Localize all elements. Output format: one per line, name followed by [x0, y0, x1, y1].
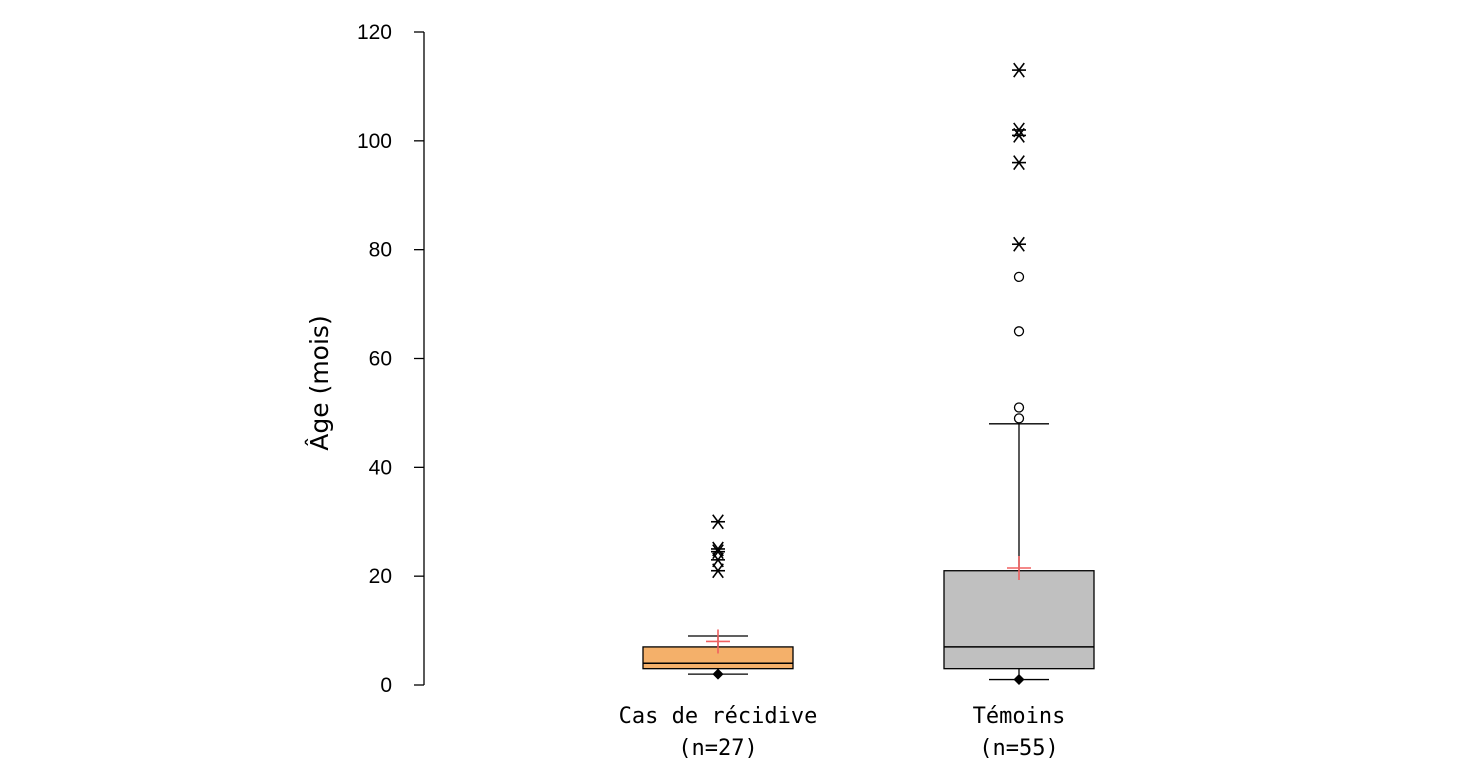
outlier-star-stroke: [1013, 122, 1025, 138]
outlier-star: [1012, 62, 1026, 78]
outlier-star-stroke: [712, 514, 724, 530]
outlier-circle: [1013, 402, 1025, 413]
outlier-star: [1012, 236, 1026, 252]
minimum-marker: [712, 668, 724, 680]
outlier-star-stroke: [1013, 236, 1025, 252]
boxes: [642, 62, 1095, 686]
y-tick-label: 100: [357, 130, 392, 153]
box-group: [642, 514, 794, 680]
outlier-star-stroke: [712, 544, 724, 560]
outlier-star: [1012, 155, 1026, 171]
category-label: Témoins: [973, 704, 1066, 729]
category-count-label: (n=27): [678, 736, 757, 761]
outlier-star-stroke: [712, 541, 724, 557]
outlier-star: [711, 541, 725, 557]
y-tick-label: 0: [380, 674, 392, 697]
outlier-star-stroke: [1013, 155, 1025, 171]
y-tick-label: 80: [369, 239, 392, 262]
y-axis-title: Âge (mois): [305, 315, 334, 450]
y-tick-label: 60: [369, 348, 392, 371]
outlier-star-stroke: [712, 563, 724, 579]
y-tick-label: 20: [369, 565, 392, 588]
minimum-marker: [1013, 674, 1025, 686]
category-count-label: (n=55): [979, 736, 1058, 761]
y-tick-label: 120: [357, 21, 392, 44]
category-label: Cas de récidive: [619, 704, 818, 729]
box-group: [943, 62, 1095, 686]
outlier-star: [711, 514, 725, 530]
y-axis: 0 20 40 60 80 100 120: [357, 21, 425, 697]
outlier-circle: [1013, 413, 1025, 424]
outlier-star: [711, 563, 725, 579]
outlier-star: [1012, 122, 1026, 138]
y-tick-label: 40: [369, 456, 392, 479]
outlier-circle: [1013, 271, 1025, 283]
iqr-box: [943, 570, 1095, 670]
outlier-star: [711, 544, 725, 560]
outlier-circle: [1013, 326, 1025, 337]
outlier-star-stroke: [1013, 62, 1025, 78]
category-labels: Cas de récidive (n=27) Témoins (n=55): [619, 704, 1066, 761]
